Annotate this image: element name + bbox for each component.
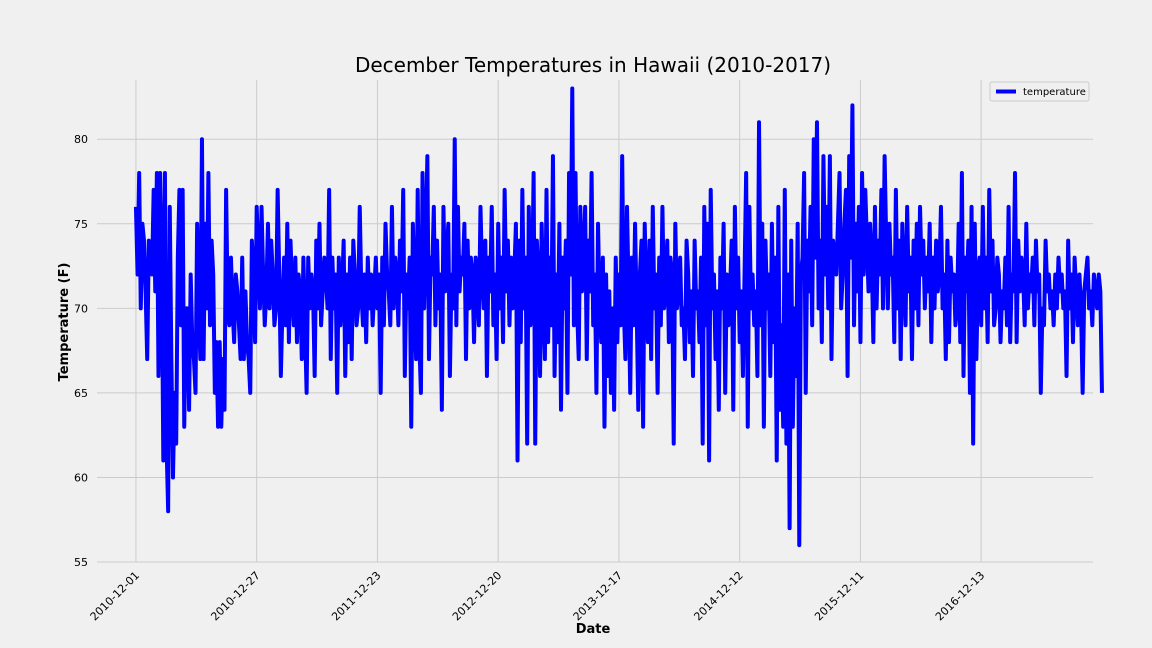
x-tick-label: 2011-12-23	[329, 569, 383, 623]
y-tick-label: 70	[74, 302, 88, 315]
y-tick-label: 55	[74, 556, 88, 569]
x-tick-label: 2015-12-11	[812, 569, 866, 623]
x-tick-label: 2014-12-12	[691, 569, 745, 623]
chart-title: December Temperatures in Hawaii (2010-20…	[355, 53, 831, 77]
y-tick-labels: 55 60 65 70 75 80	[74, 133, 88, 569]
y-tick-label: 65	[74, 387, 88, 400]
x-tick-label: 2012-12-20	[450, 569, 504, 623]
x-tick-label: 2016-12-13	[933, 569, 987, 623]
y-tick-label: 75	[74, 218, 88, 231]
y-tick-label: 80	[74, 133, 88, 146]
legend-box	[989, 81, 1090, 102]
legend: temperature	[989, 81, 1090, 102]
y-tick-label: 60	[74, 471, 88, 484]
x-tick-label: 2013-12-17	[571, 569, 625, 623]
x-tick-label: 2010-12-27	[208, 569, 262, 623]
y-axis-label: Temperature (F)	[57, 263, 72, 382]
x-tick-label: 2010-12-01	[88, 569, 142, 623]
series-layer	[133, 86, 1104, 548]
x-tick-labels: 2010-12-01 2010-12-27 2011-12-23 2012-12-20…	[88, 569, 988, 623]
legend-label-temperature: temperature	[1023, 87, 1086, 98]
x-axis-label: Date	[576, 622, 611, 637]
series-line-temperature	[133, 86, 1104, 548]
